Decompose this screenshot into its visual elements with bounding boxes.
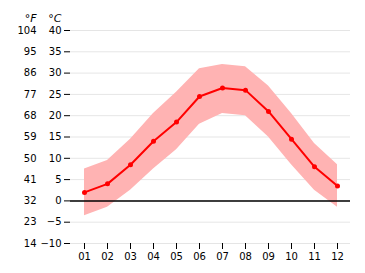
svg-text:02: 02 (101, 251, 114, 262)
svg-text:03: 03 (124, 251, 137, 262)
svg-text:40: 40 (49, 25, 62, 36)
svg-text:12: 12 (331, 251, 344, 262)
svg-text:−10: −10 (40, 238, 61, 249)
svg-text:5: 5 (55, 174, 61, 185)
svg-text:05: 05 (170, 251, 183, 262)
svg-text:04: 04 (147, 251, 160, 262)
svg-text:10: 10 (285, 251, 298, 262)
svg-text:77: 77 (24, 89, 37, 100)
svg-text:14: 14 (24, 238, 37, 249)
svg-text:08: 08 (239, 251, 252, 262)
svg-text:59: 59 (24, 131, 37, 142)
svg-text:−5: −5 (47, 216, 62, 227)
svg-text:20: 20 (49, 110, 62, 121)
svg-text:35: 35 (49, 46, 62, 57)
svg-text:25: 25 (49, 89, 62, 100)
svg-text:10: 10 (49, 153, 62, 164)
svg-text:23: 23 (24, 216, 37, 227)
svg-text:68: 68 (24, 110, 37, 121)
svg-text:09: 09 (262, 251, 275, 262)
svg-text:15: 15 (49, 131, 62, 142)
svg-text:°C: °C (48, 12, 62, 25)
svg-text:07: 07 (216, 251, 229, 262)
svg-text:104: 104 (17, 25, 36, 36)
svg-text:86: 86 (24, 67, 37, 78)
svg-text:30: 30 (49, 67, 62, 78)
svg-text:41: 41 (24, 174, 37, 185)
svg-text:95: 95 (24, 46, 37, 57)
svg-text:06: 06 (193, 251, 206, 262)
svg-text:32: 32 (24, 195, 37, 206)
svg-text:0: 0 (55, 195, 61, 206)
svg-text:°F: °F (25, 12, 38, 25)
svg-text:50: 50 (24, 153, 37, 164)
svg-text:11: 11 (308, 251, 321, 262)
svg-text:01: 01 (78, 251, 91, 262)
